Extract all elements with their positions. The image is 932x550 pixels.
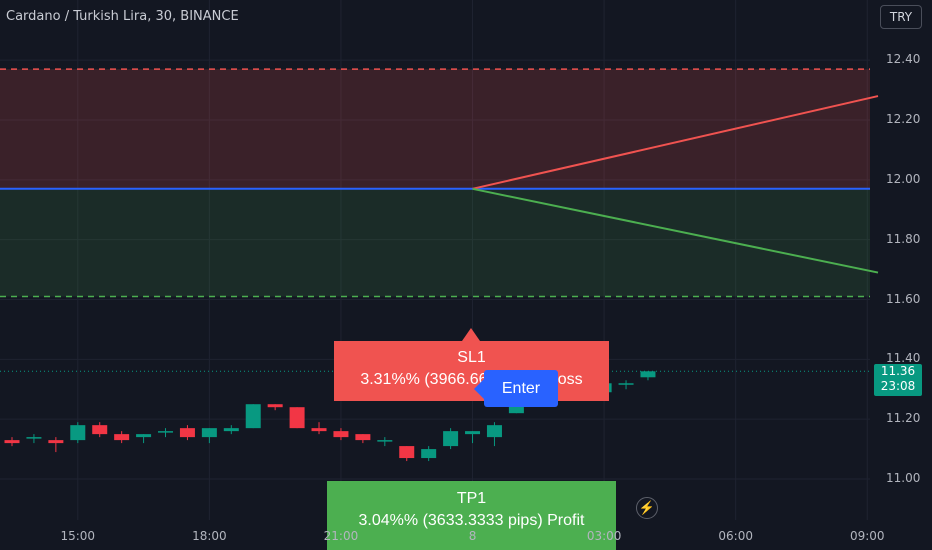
candle-body (465, 431, 481, 435)
candle-body (245, 404, 261, 429)
stop-loss-arrow (462, 328, 480, 341)
candle-body (48, 440, 64, 444)
stop-loss-text: 3.31%% (3966.6666 pips) Loss (360, 371, 583, 388)
candle-body (223, 428, 239, 432)
candle-body (136, 434, 152, 438)
current-price-tag: 11.36 23:08 (874, 364, 922, 396)
candle-body (267, 404, 283, 408)
candle-body (355, 434, 371, 441)
candle-body (158, 431, 174, 433)
take-profit-zone (0, 188, 870, 297)
candle-body (26, 437, 42, 439)
take-profit-text: 3.04%% (3633.3333 pips) Profit (358, 512, 585, 529)
current-price-value: 11.36 (880, 364, 916, 378)
price-axis-label: 12.00 (886, 171, 921, 186)
candle-body (311, 428, 327, 432)
symbol-title: Cardano / Turkish Lira, 30, BINANCE (6, 9, 239, 24)
price-axis-label: 12.40 (886, 52, 921, 67)
candle-body (377, 440, 393, 442)
time-axis-label: 8 (468, 529, 477, 543)
candle-body (640, 371, 656, 378)
candle-body (421, 449, 437, 459)
take-profit-title: TP1 (456, 490, 487, 507)
candle-body (70, 425, 86, 441)
time-axis-label: 15:00 (60, 529, 96, 543)
bar-countdown: 23:08 (880, 379, 916, 393)
price-axis-label: 12.20 (886, 112, 921, 126)
price-axis-label: 11.40 (886, 351, 921, 366)
candle-body (114, 434, 130, 441)
candle-body (508, 401, 524, 414)
time-axis-label: 09:00 (849, 529, 885, 543)
candle-body (333, 431, 349, 438)
candle-body (443, 431, 459, 447)
price-axis-label: 11.60 (886, 291, 921, 306)
take-profit-path (472, 187, 879, 274)
time-axis-label: 03:00 (586, 529, 622, 543)
candle-body (289, 407, 305, 429)
lightning-icon[interactable]: ⚡ (636, 497, 658, 519)
currency-button[interactable]: TRY (880, 5, 922, 29)
candle-body (399, 446, 415, 459)
time-axis-label: 21:00 (323, 529, 359, 543)
candle-body (92, 425, 108, 435)
time-axis-label: 18:00 (192, 529, 227, 543)
entry-tag[interactable]: Enter (474, 370, 558, 407)
take-profit-label[interactable]: TP1 3.04%% (3633.3333 pips) Profit (327, 481, 616, 550)
price-axis-label: 11.80 (886, 231, 921, 246)
candle-body (179, 428, 195, 438)
stop-loss-label[interactable]: SL1 3.31%% (3966.6666 pips) Loss (334, 341, 609, 401)
stop-loss-title: SL1 (457, 349, 486, 366)
price-axis-label: 11.20 (886, 411, 921, 426)
candle-body (4, 440, 20, 444)
candle-body (486, 425, 502, 438)
price-axis-label: 11.00 (886, 471, 921, 485)
candle-body (618, 383, 634, 385)
stop-loss-zone (0, 69, 870, 189)
time-axis-label: 06:00 (718, 529, 753, 543)
candle-body (201, 428, 217, 438)
stop-loss-path (472, 95, 879, 190)
